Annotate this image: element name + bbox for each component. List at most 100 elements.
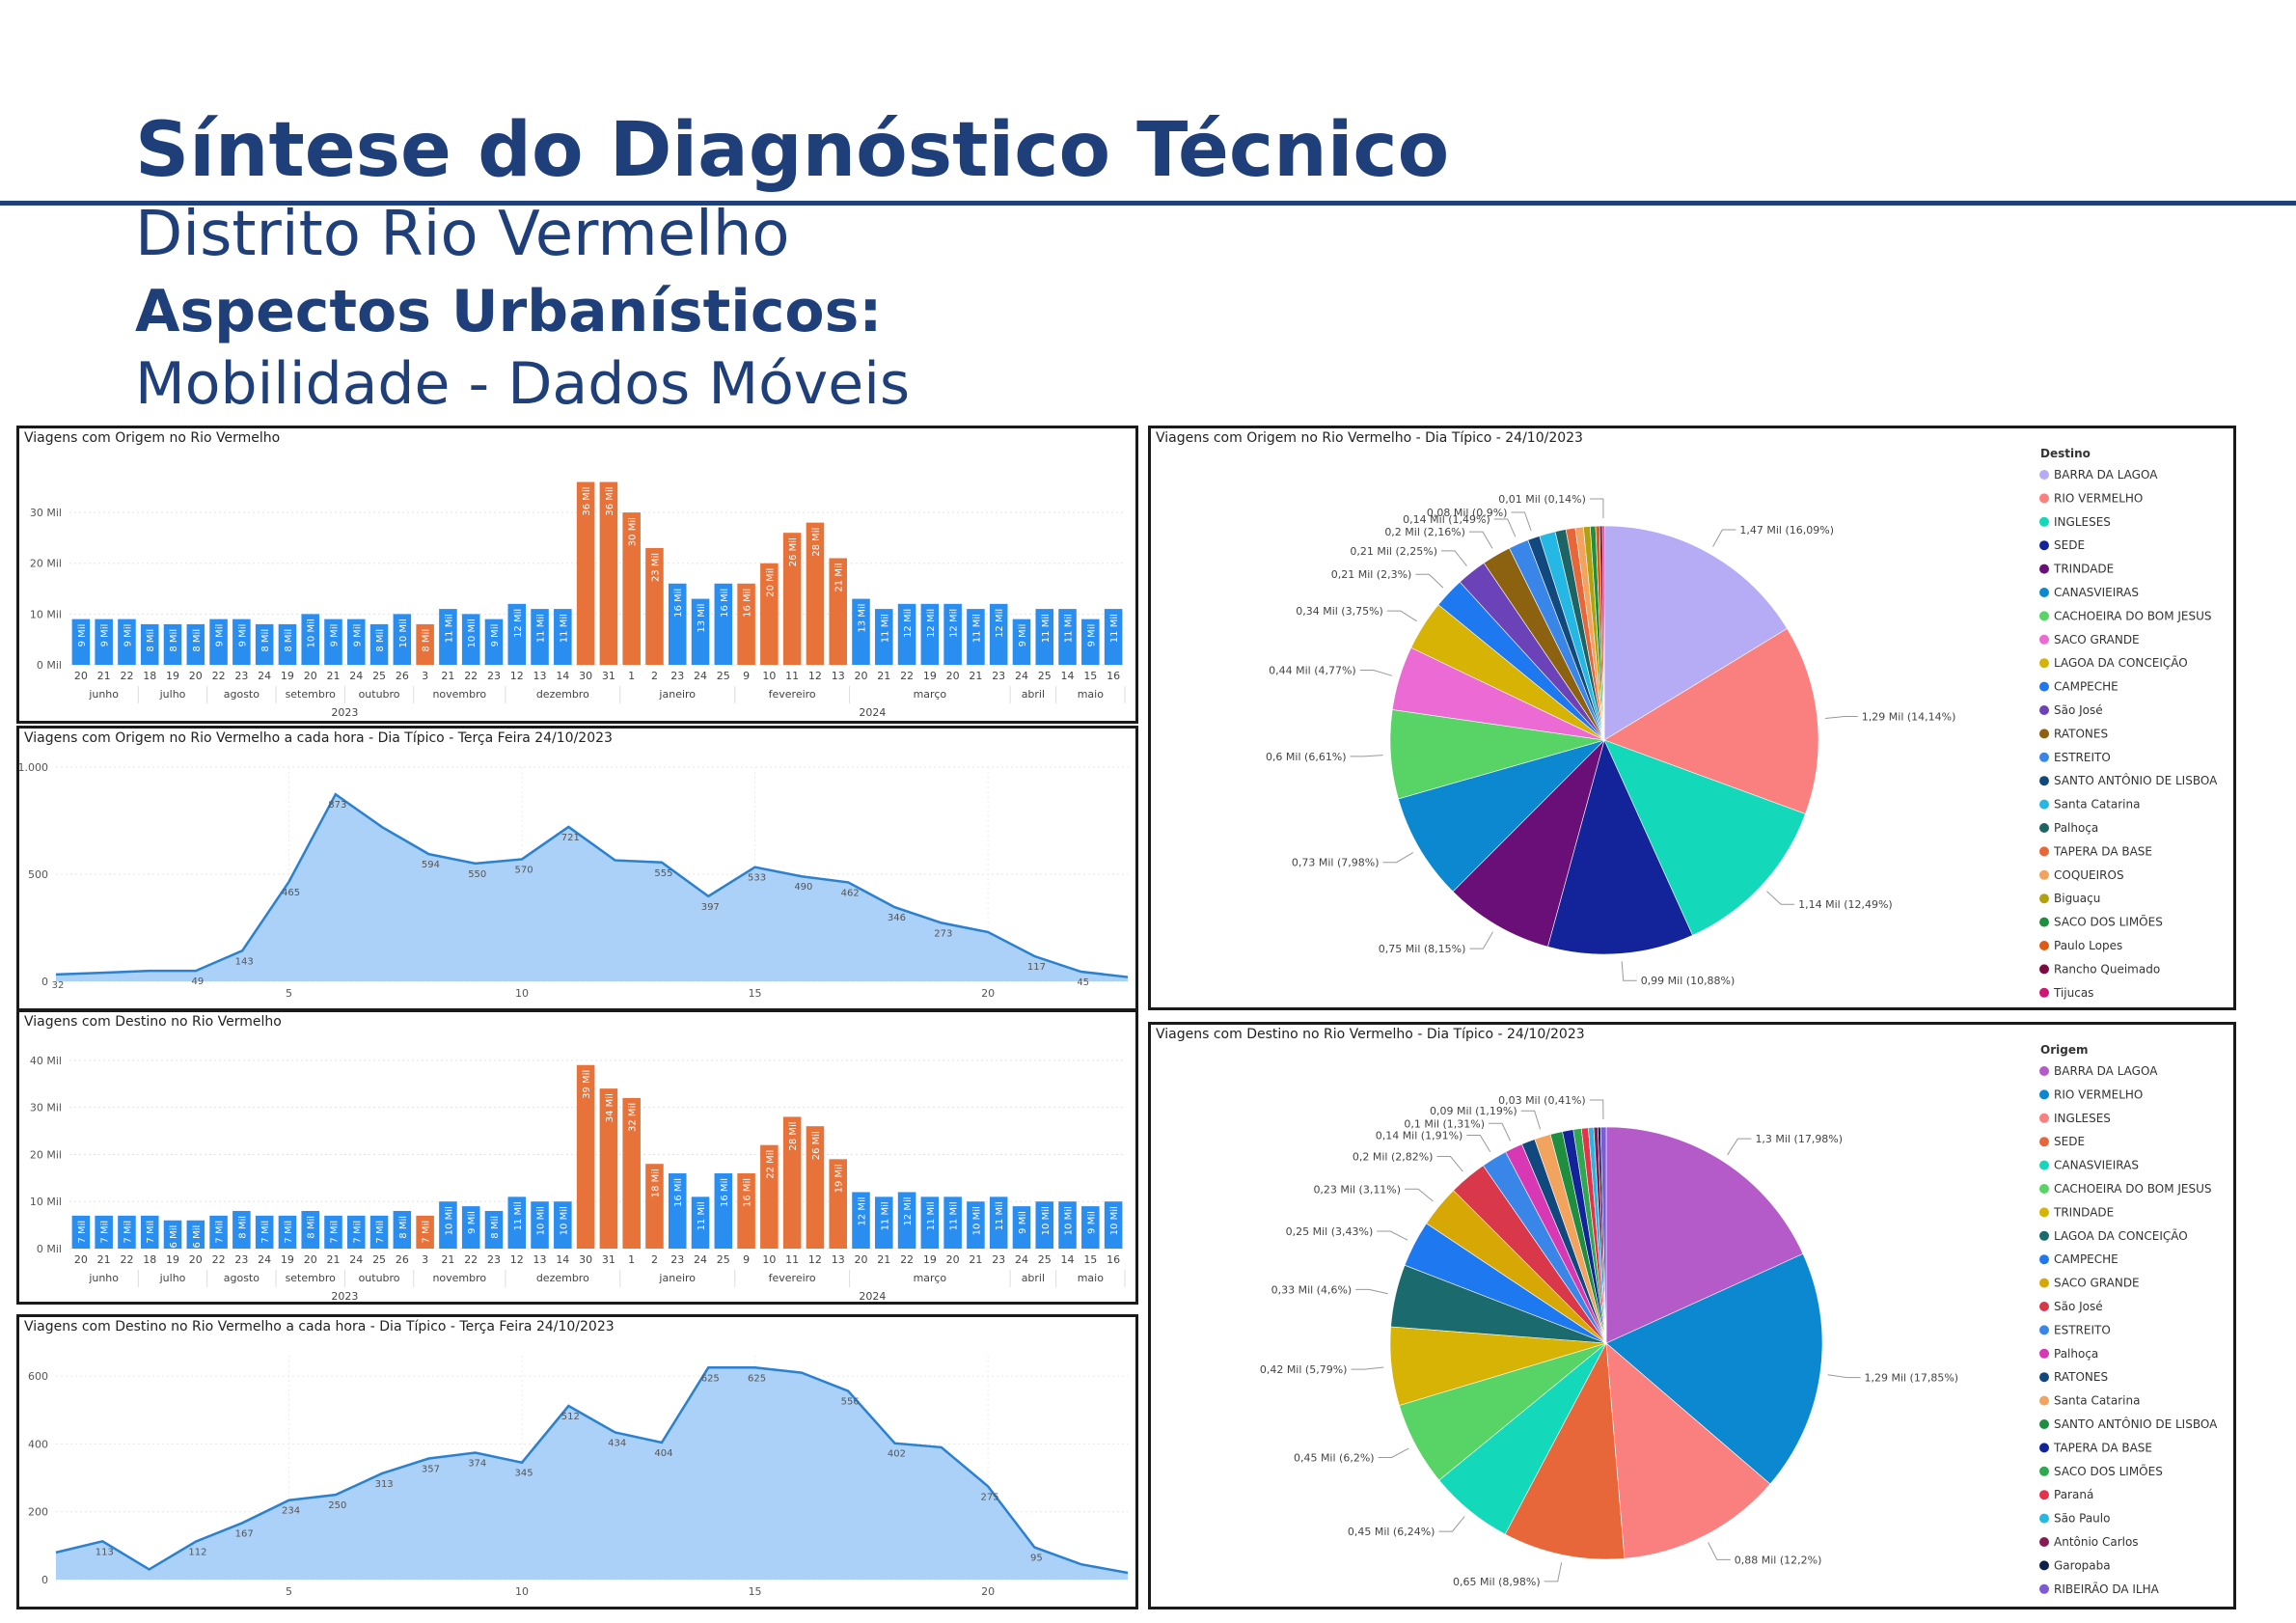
leader-line	[1766, 891, 1795, 905]
x-tick-label: 20	[74, 1253, 88, 1266]
month-label: julho	[159, 688, 186, 701]
month-label: dezembro	[536, 688, 589, 701]
legend-marker	[2039, 1113, 2049, 1123]
bar-value-label: 11 Mil	[444, 614, 454, 643]
pie-slice	[1504, 1341, 1626, 1560]
bar-value-label: 11 Mil	[926, 1201, 937, 1230]
chart-panel-destino-hourly: Viagens com Destino no Rio Vermelho a ca…	[16, 1314, 1138, 1609]
slice-label: 0,21 Mil (2,3%)	[1331, 568, 1412, 581]
legend-item: Tijucas	[2053, 986, 2093, 1000]
data-label: 374	[468, 1459, 486, 1470]
month-label: novembro	[432, 688, 486, 701]
bar	[737, 1172, 755, 1249]
bar	[439, 609, 457, 665]
legend-item: Santa Catarina	[2054, 798, 2140, 812]
bar-value-label: 28 Mil	[788, 1121, 799, 1150]
legend-marker	[2039, 776, 2049, 786]
x-tick-label: 21	[97, 670, 111, 682]
legend-item: RIO VERMELHO	[2054, 1087, 2143, 1101]
month-label: abril	[1022, 1272, 1045, 1284]
bar	[209, 619, 228, 665]
bar-value-label: 20 Mil	[765, 568, 776, 597]
pie-slice	[1603, 739, 1806, 936]
bar	[118, 1215, 136, 1249]
bar-value-label: 10 Mil	[398, 619, 409, 647]
legend-item: TRINDADE	[2053, 1205, 2114, 1219]
leader-line	[1589, 1099, 1604, 1120]
bar	[622, 1097, 641, 1249]
bar-value-label: 9 Mil	[490, 624, 501, 647]
y-tick-label: 400	[28, 1438, 48, 1450]
chart-title: Viagens com Origem no Rio Vermelho a cad…	[24, 730, 613, 746]
bar	[1035, 1201, 1054, 1249]
leader-line	[1712, 529, 1736, 547]
x-tick-label: 21	[97, 1253, 111, 1266]
x-tick-label: 21	[969, 670, 982, 682]
legend-marker	[2039, 1230, 2049, 1241]
x-tick-label: 22	[464, 670, 478, 682]
slice-label: 0,33 Mil (4,6%)	[1271, 1283, 1353, 1296]
legend-marker	[2039, 634, 2049, 645]
bar-value-label: 9 Mil	[215, 624, 226, 647]
slice-label: 0,42 Mil (5,79%)	[1260, 1363, 1348, 1376]
x-tick-label: 19	[281, 670, 294, 682]
bar	[852, 1192, 870, 1249]
legend-marker	[2039, 752, 2049, 762]
legend-item: TAPERA DA BASE	[2053, 844, 2152, 858]
bar	[369, 1215, 389, 1249]
bar-value-label: 26 Mil	[811, 1131, 822, 1160]
bar-value-label: 11 Mil	[1064, 614, 1075, 643]
month-label: abril	[1022, 688, 1045, 701]
legend-marker	[2039, 1207, 2049, 1218]
legend-item: INGLESES	[2054, 1112, 2111, 1125]
data-label: 32	[52, 980, 65, 991]
bar	[71, 1215, 91, 1249]
area-chart-origem: 0 500 1.000 5 10 15 20 32 49 143 465 873 594 550 570 72…	[19, 761, 1129, 1000]
data-label: 570	[514, 865, 533, 875]
bar	[232, 1210, 251, 1249]
bar	[347, 1215, 366, 1249]
bar	[967, 1201, 985, 1249]
slice-label: 0,45 Mil (6,24%)	[1348, 1526, 1435, 1538]
legend-item: SEDE	[2054, 538, 2085, 552]
legend-marker	[2039, 516, 2049, 527]
slice-label: 0,6 Mil (6,61%)	[1266, 751, 1347, 763]
y-tick-label: 10 Mil	[30, 608, 62, 620]
bar	[140, 623, 159, 665]
bar	[691, 598, 710, 665]
slice-label: 1,3 Mil (17,98%)	[1755, 1133, 1843, 1145]
legend-marker	[2039, 1254, 2049, 1265]
bar	[782, 533, 802, 665]
data-label: 533	[748, 873, 766, 884]
x-tick-label: 14	[1061, 1253, 1075, 1266]
slice-label: 0,25 Mil (3,43%)	[1286, 1225, 1374, 1238]
slice-label: 0,1 Mil (1,31%)	[1404, 1117, 1485, 1130]
x-tick-label: 31	[602, 1253, 615, 1266]
bar-value-label: 11 Mil	[949, 1201, 960, 1230]
slice-label: 0,88 Mil (12,2%)	[1735, 1554, 1822, 1566]
leader-line	[1493, 518, 1517, 537]
x-tick-label: 1	[628, 1253, 635, 1266]
bar	[186, 623, 205, 665]
x-tick-label: 15	[1083, 670, 1097, 682]
legend-item: Antônio Carlos	[2054, 1535, 2139, 1549]
pie-slice	[1603, 525, 1788, 741]
legend-marker	[2039, 941, 2049, 950]
x-tick-label: 23	[992, 1253, 1005, 1266]
data-label: 556	[841, 1397, 860, 1408]
x-tick-label: 20	[981, 1585, 995, 1598]
legend-item: ESTREITO	[2054, 751, 2111, 764]
bar	[714, 583, 733, 665]
bar	[737, 583, 755, 665]
x-tick-label: 14	[556, 670, 569, 682]
data-label: 112	[188, 1548, 206, 1558]
pie-slice	[1601, 525, 1605, 741]
legend-marker	[2039, 681, 2049, 692]
slice-label: 1,14 Mil (12,49%)	[1798, 898, 1893, 911]
legend-marker	[2039, 1348, 2049, 1359]
legend-item: Paraná	[2054, 1488, 2093, 1501]
leader-line	[1438, 1516, 1465, 1532]
bar	[1012, 1206, 1031, 1249]
bar	[1012, 619, 1031, 665]
bar-value-label: 9 Mil	[352, 624, 363, 647]
